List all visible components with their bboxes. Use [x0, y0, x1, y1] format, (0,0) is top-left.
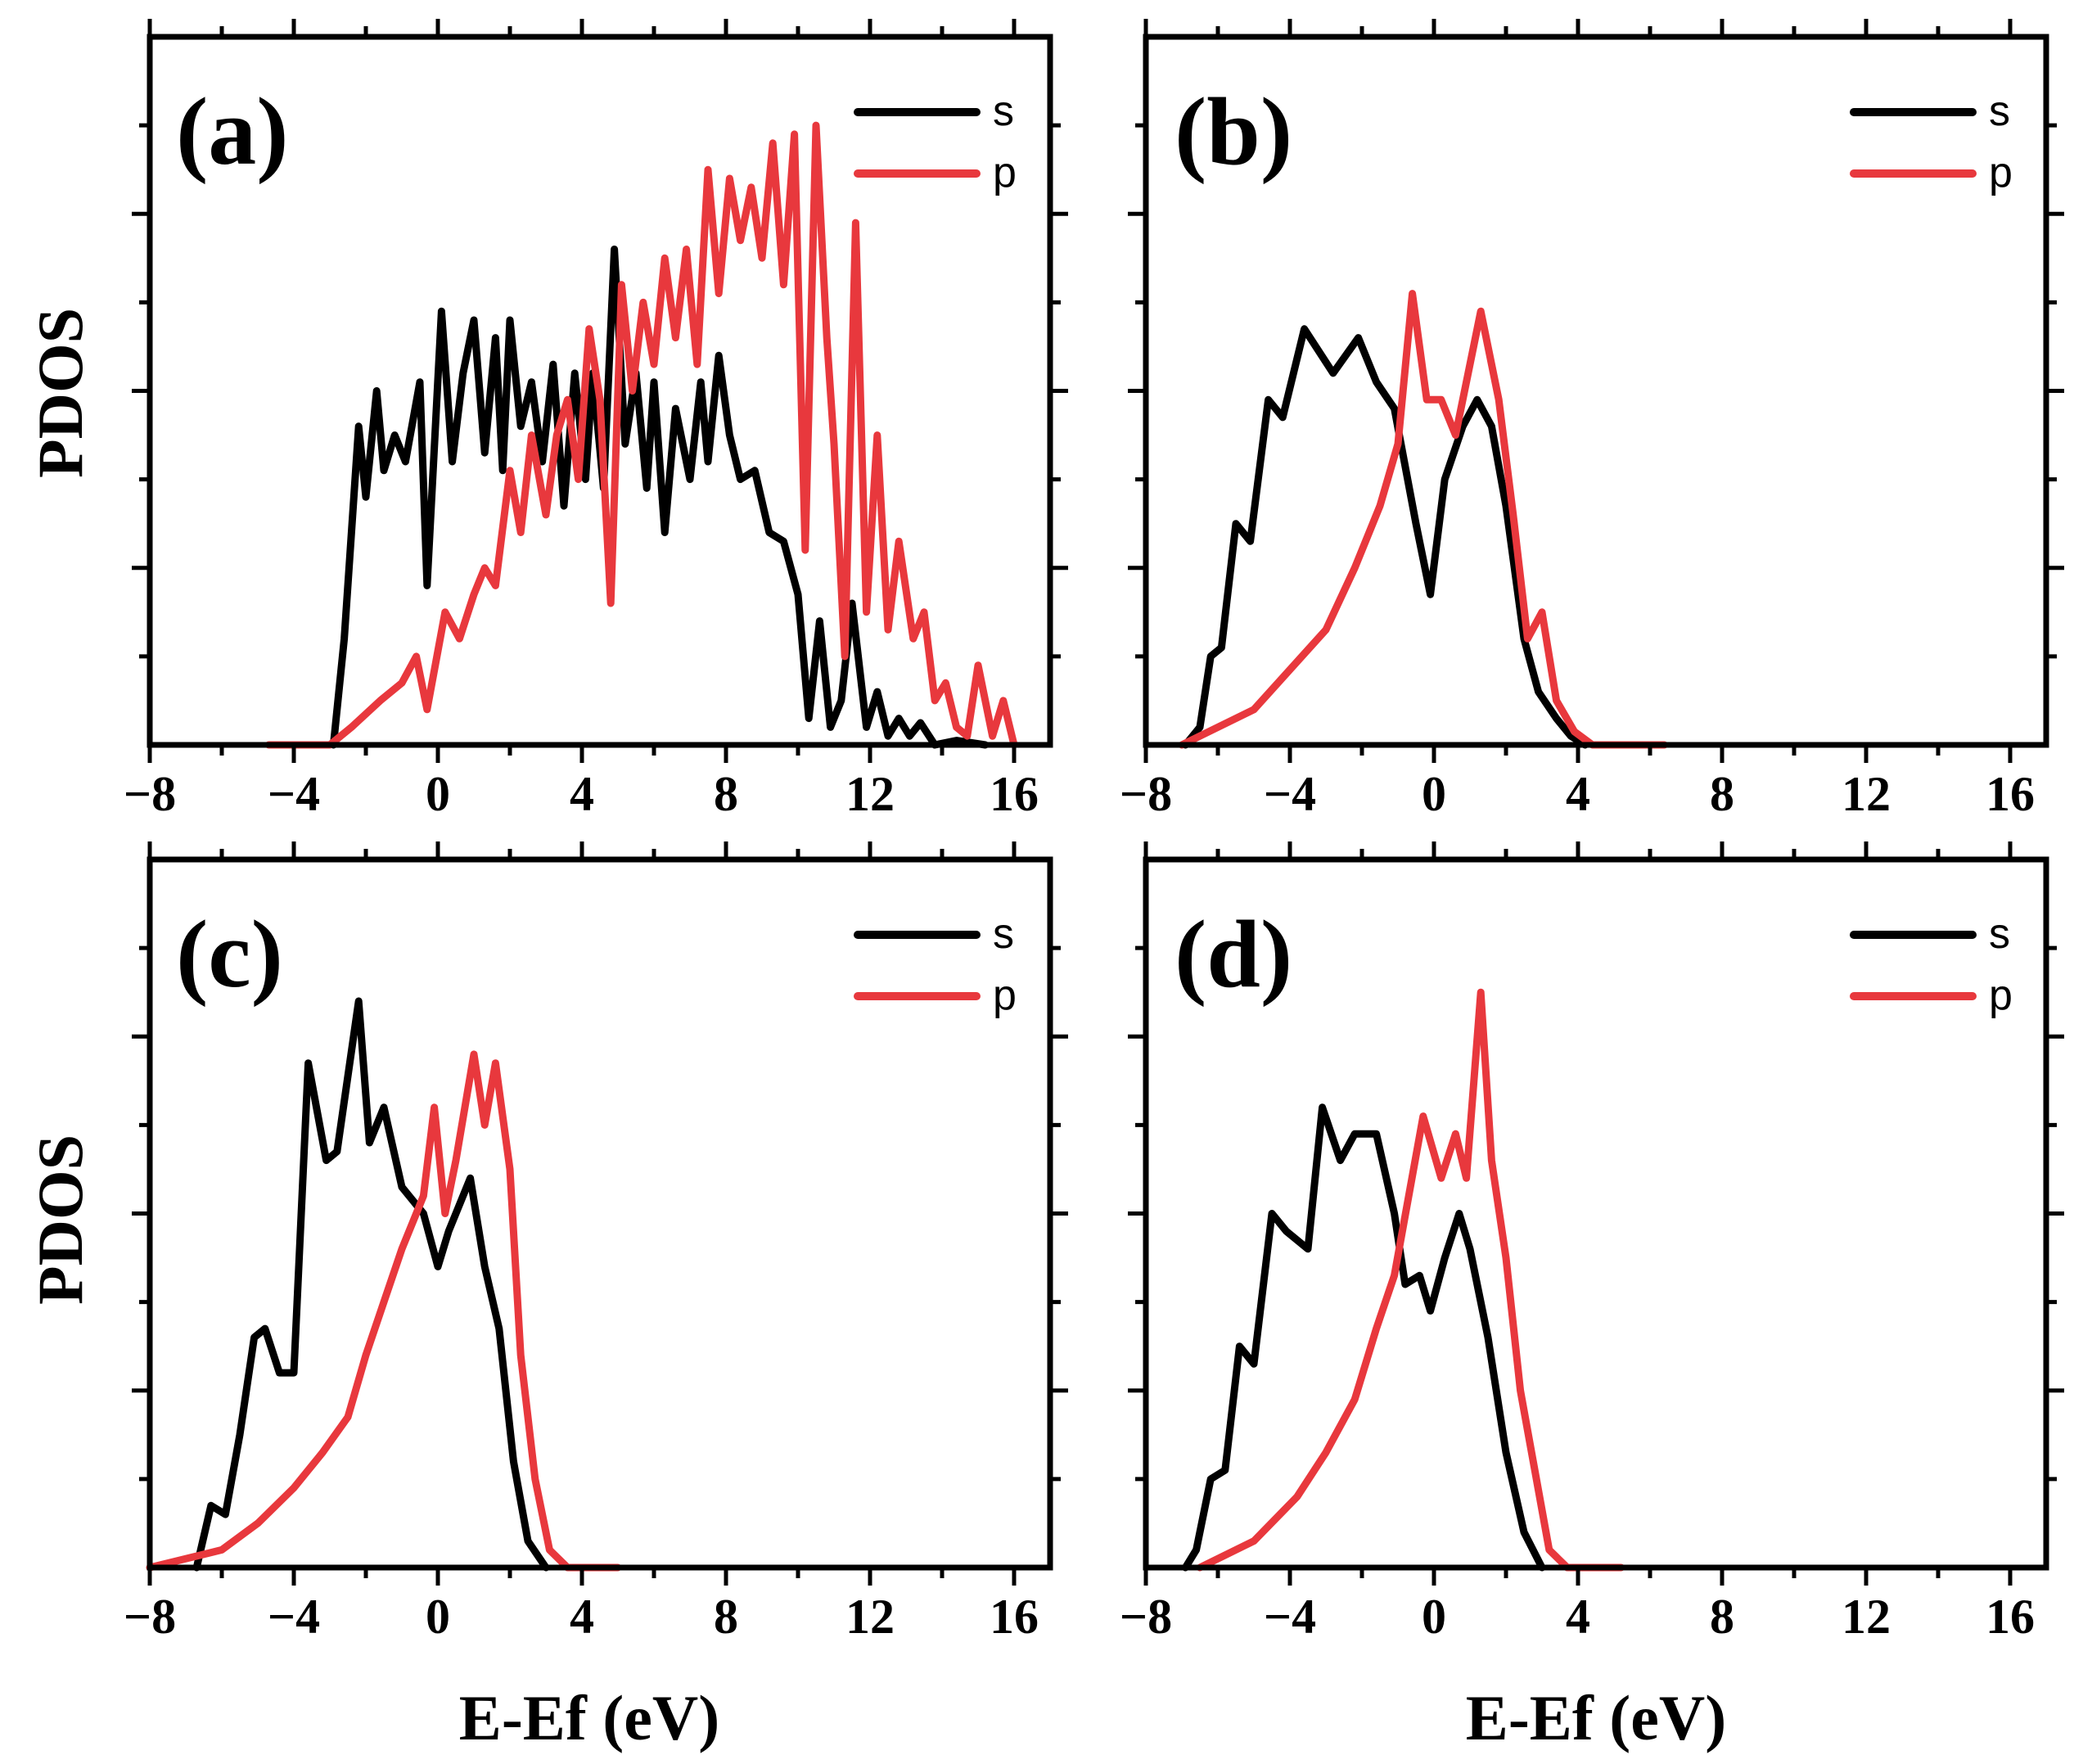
panel-c-series-s — [192, 997, 550, 1572]
panel-c-xtick-label: −4 — [268, 1590, 320, 1644]
panel-d-legend-label-s: s — [1989, 910, 2010, 958]
panel-b-label: (b) — [1175, 78, 1292, 185]
panel-c-xtick-label: 0 — [426, 1590, 450, 1644]
panel-d-xtick-label: 12 — [1842, 1590, 1891, 1644]
panel-b-xtick-label: 16 — [1986, 767, 2035, 821]
panel-a-label: (a) — [176, 78, 289, 185]
panel-d-xtick-label: −8 — [1120, 1590, 1172, 1644]
panel-b: (b) −8 −4 0 4 8 12 16 sp — [1120, 19, 2064, 821]
panel-a-xtick-label: −4 — [268, 767, 320, 821]
x-axis-title-right: E-Ef (eV) — [1466, 1682, 1726, 1753]
panel-b-series-s — [1181, 325, 1589, 749]
panel-a-xtick-label: 4 — [570, 767, 594, 821]
panel-b-series-p — [1178, 290, 1669, 749]
panel-b-legend-label-s: s — [1989, 88, 2010, 135]
panel-d-label: (d) — [1175, 900, 1292, 1008]
panel-c-series-p — [146, 1050, 622, 1572]
panel-b-xtick-label: −4 — [1264, 767, 1316, 821]
panel-d-xtick-label: −4 — [1264, 1590, 1316, 1644]
panel-d-xtick-label: 0 — [1422, 1590, 1446, 1644]
panel-c-frame — [147, 856, 1053, 1571]
panel-a-legend-label-p: p — [993, 149, 1017, 196]
panel-d-legend-label-p: p — [1989, 972, 2013, 1019]
panel-d-xtick-label: 16 — [1986, 1590, 2035, 1644]
panel-a-xtick-label: 12 — [845, 767, 895, 821]
panel-a-xtick-label: −8 — [124, 767, 176, 821]
panel-b-legend-label-p: p — [1989, 149, 2013, 196]
panel-c: (c) −8 −4 0 4 8 12 16 sp — [124, 841, 1068, 1644]
panel-d-xtick-label: 4 — [1566, 1590, 1590, 1644]
y-axis-title-bottom: PDOS — [25, 1135, 96, 1305]
panel-a: (a) −8 −4 0 4 8 12 16 sp — [124, 19, 1068, 821]
panel-c-label: (c) — [176, 900, 283, 1008]
panel-b-xtick-label: 8 — [1710, 767, 1734, 821]
panel-d: (d) −8 −4 0 4 8 12 16 sp — [1120, 841, 2064, 1644]
panel-c-legend-label-s: s — [993, 910, 1014, 958]
panel-c-xtick-label: 16 — [990, 1590, 1039, 1644]
panel-a-series-p — [264, 121, 1018, 749]
panel-d-series-s — [1181, 1103, 1546, 1572]
panel-d-xtick-label: 8 — [1710, 1590, 1734, 1644]
panel-a-xtick-label: 0 — [426, 767, 450, 821]
panel-c-legend-label-p: p — [993, 972, 1017, 1019]
panel-c-xtick-label: 8 — [714, 1590, 738, 1644]
panel-a-xtick-label: 8 — [714, 767, 738, 821]
panel-d-series-p — [1196, 988, 1625, 1572]
panel-b-xtick-label: 4 — [1566, 767, 1590, 821]
panel-b-xtick-label: 0 — [1422, 767, 1446, 821]
x-axis-title-left: E-Ef (eV) — [459, 1682, 719, 1753]
panel-c-xtick-label: −8 — [124, 1590, 176, 1644]
panel-b-xtick-label: −8 — [1120, 767, 1172, 821]
panel-a-legend-label-s: s — [993, 88, 1014, 135]
panel-c-xtick-label: 4 — [570, 1590, 594, 1644]
panel-c-xtick-label: 12 — [845, 1590, 895, 1644]
panel-b-xtick-label: 12 — [1842, 767, 1891, 821]
y-axis-title-top: PDOS — [25, 308, 96, 478]
panel-a-xtick-label: 16 — [990, 767, 1039, 821]
